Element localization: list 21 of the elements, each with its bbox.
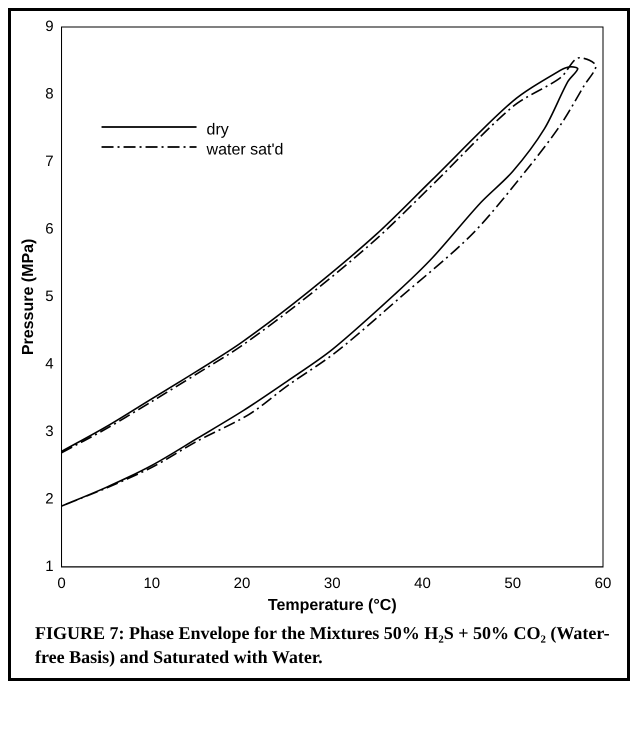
y-tick-label: 5 xyxy=(45,288,54,306)
y-tick-label: 4 xyxy=(45,356,54,373)
x-tick-label: 50 xyxy=(504,574,522,592)
x-tick-label: 20 xyxy=(234,574,250,592)
y-tick-label: 9 xyxy=(45,18,54,36)
x-tick-label: 10 xyxy=(143,574,160,592)
y-tick-label: 7 xyxy=(45,153,54,170)
x-tick-label: 60 xyxy=(594,574,612,592)
y-axis-title: Pressure (MPa) xyxy=(20,238,38,356)
text: dry xyxy=(206,121,229,138)
x-tick-label: 30 xyxy=(324,574,341,592)
y-tick-label: 8 xyxy=(45,86,54,103)
y-tick-label: 3 xyxy=(45,422,54,440)
x-tick-label: 40 xyxy=(414,574,431,592)
caption: FIGURE 7: Phase Envelope for the Mixtures 50% H₂S + 50% CO₂ (Water-free Basis) and Saturated with Water. xyxy=(35,622,611,670)
text: water sat'd xyxy=(206,141,284,158)
y-tick-label: 6 xyxy=(45,220,54,238)
x-axis-title: Temperature (°C) xyxy=(268,596,397,614)
x-tick-label: 0 xyxy=(57,574,66,592)
y-tick-label: 1 xyxy=(45,558,54,575)
y-tick-label: 2 xyxy=(45,490,54,508)
